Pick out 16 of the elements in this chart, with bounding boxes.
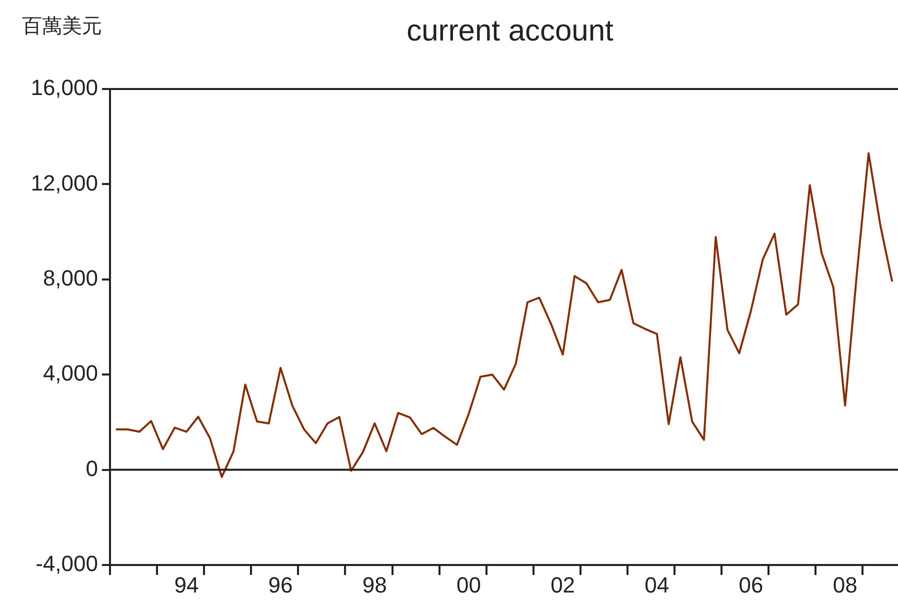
y-tick-label: -4,000: [36, 551, 98, 576]
x-tick-label: 96: [268, 572, 293, 598]
y-tick-label: 0: [86, 456, 98, 481]
x-tick-label: 04: [644, 572, 670, 598]
x-tick-label: 94: [174, 572, 199, 598]
x-tick-label: 02: [550, 572, 576, 598]
y-tick-label: 4,000: [42, 360, 98, 386]
y-axis-title: 百萬美元: [22, 14, 102, 38]
y-tick-label: 16,000: [30, 75, 98, 100]
x-tick-label: 98: [362, 572, 387, 598]
chart-title: current account: [406, 14, 614, 48]
x-tick-label: 06: [738, 572, 764, 598]
y-tick-label: 8,000: [42, 265, 98, 290]
x-tick-label: 08: [832, 572, 858, 598]
y-tick-label: 12,000: [30, 170, 98, 196]
x-tick-label: 00: [456, 572, 481, 598]
